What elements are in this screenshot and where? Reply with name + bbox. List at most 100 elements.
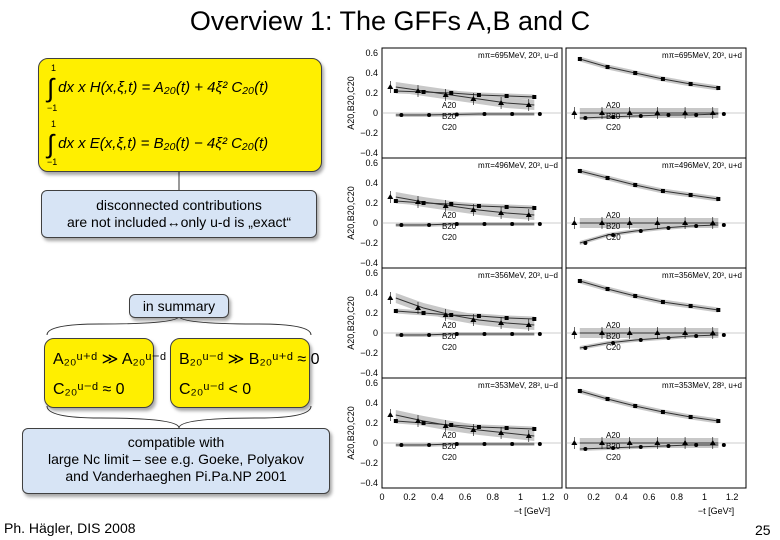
y-tick-label: −0.2	[360, 458, 378, 468]
integral-sign: ∫	[47, 129, 55, 159]
legend-label: C20	[442, 123, 457, 132]
a20-point	[393, 89, 398, 93]
legend-label: A20	[606, 431, 621, 440]
y-tick-label: 0.4	[365, 178, 378, 188]
a20-point	[605, 397, 610, 401]
panel-label: mπ=695MeV, 20³, u+d	[662, 51, 742, 60]
c20-point	[583, 241, 588, 245]
c20-point	[721, 112, 726, 116]
c20-point	[399, 333, 404, 337]
x-tick-label: 0.2	[587, 492, 600, 502]
legend-label: C20	[442, 233, 457, 242]
a20-point	[605, 176, 610, 180]
relation-c20-zero: C₂₀ᵘ⁻ᵈ ≈ 0	[53, 381, 125, 398]
error-band	[579, 168, 719, 202]
c20-point	[454, 222, 459, 226]
y-tick-label: 0.6	[365, 268, 378, 278]
upper-limit-2: 1	[51, 119, 57, 129]
c20-point	[611, 233, 616, 237]
a20-point	[504, 316, 509, 320]
y-tick-label: −0.2	[360, 348, 378, 358]
legend-label: C20	[442, 453, 457, 462]
lower-limit-1: −1	[47, 103, 58, 113]
x-tick-label: 1.2	[542, 492, 555, 502]
c20-point	[399, 443, 404, 447]
a20-point	[605, 287, 610, 291]
c20-point	[510, 332, 515, 336]
c20-point	[638, 114, 643, 118]
a20-point	[532, 317, 537, 321]
legend-label: C20	[606, 453, 621, 462]
a20-point	[716, 86, 721, 90]
c20-point	[482, 222, 487, 226]
legend-label: B20	[606, 222, 621, 231]
c20-point	[510, 442, 515, 446]
panel-label: mπ=496MeV, 20³, u−d	[478, 161, 558, 170]
error-band	[579, 278, 719, 313]
a20-fit-line	[579, 280, 719, 311]
y-tick-label: 0.2	[365, 88, 378, 98]
c20-point	[611, 341, 616, 345]
summary-label-text: in summary	[142, 298, 216, 314]
c20-point	[399, 223, 404, 227]
legend-label: A20	[442, 321, 457, 330]
compatible-note: compatible with large Nc limit – see e.g…	[22, 428, 330, 494]
x-tick-label: 0.8	[487, 492, 500, 502]
a20-point	[504, 205, 509, 209]
c20-point	[537, 332, 542, 336]
legend-label: A20	[606, 321, 621, 330]
c20-point	[399, 113, 404, 117]
legend-label: C20	[606, 343, 621, 352]
x-tick-label: 0.6	[459, 492, 472, 502]
c20-point	[583, 116, 588, 120]
equation-e: ∫ dx x E(x,ξ,t) = B₂₀(t) − 4ξ² C₂₀(t)	[47, 129, 268, 160]
a20-fit-line	[579, 390, 719, 422]
a20-point	[449, 202, 454, 206]
c20-point	[510, 222, 515, 226]
c20-point	[482, 112, 487, 116]
a20-point	[716, 197, 721, 201]
c20-point	[694, 113, 699, 117]
a20-point	[633, 71, 638, 75]
y-tick-label: −0.4	[360, 478, 378, 488]
a20-point	[660, 410, 665, 414]
c20-point	[666, 336, 671, 340]
legend-label: B20	[442, 222, 457, 231]
integral-sign: ∫	[47, 73, 55, 103]
c20-point	[583, 346, 588, 350]
y-tick-label: 0.2	[365, 418, 378, 428]
error-band	[395, 293, 535, 330]
a20-point	[633, 183, 638, 187]
error-band	[579, 223, 719, 245]
c20-point	[510, 112, 515, 116]
x-tick-label: 1.2	[726, 492, 739, 502]
compatible-line-1: compatible with	[127, 434, 225, 450]
a20-fit-line	[579, 170, 719, 200]
c20-point	[721, 443, 726, 447]
upper-limit-1: 1	[51, 63, 57, 73]
c20-point	[721, 223, 726, 227]
legend-label: B20	[442, 112, 457, 121]
a20-point	[532, 206, 537, 210]
a20-point	[688, 415, 693, 419]
x-tick-label: 0.8	[671, 492, 684, 502]
a20-point	[660, 300, 665, 304]
gff-equations-box: ∫ dx x H(x,ξ,t) = A₂₀(t) + 4ξ² C₂₀(t) 1 −…	[38, 58, 322, 172]
legend-label: B20	[442, 442, 457, 451]
y-tick-label: 0.2	[365, 308, 378, 318]
compatible-line-3: and Vanderhaeghen Pi.Pa.NP 2001	[65, 468, 287, 484]
y-tick-label: 0.2	[365, 198, 378, 208]
x-tick-label: 0.6	[643, 492, 656, 502]
y-tick-label: −0.2	[360, 128, 378, 138]
a20-point	[688, 304, 693, 308]
compatible-line-2: large Nc limit – see e.g. Goeke, Polyako…	[47, 451, 304, 467]
x-axis-label: −t [GeV²]	[514, 506, 550, 516]
x-tick-label: 1	[702, 492, 707, 502]
panel-label: mπ=356MeV, 20³, u+d	[662, 271, 742, 280]
legend-label: B20	[442, 332, 457, 341]
c20-point	[694, 443, 699, 447]
y-axis-label: A20,B20,C20	[346, 76, 356, 130]
panel-label: mπ=695MeV, 20³, u−d	[478, 51, 558, 60]
y-axis-label: A20,B20,C20	[346, 296, 356, 350]
gff-lattice-plots: mπ=695MeV, 20³, u−dA20B20C200.60.40.20−0…	[346, 47, 747, 516]
